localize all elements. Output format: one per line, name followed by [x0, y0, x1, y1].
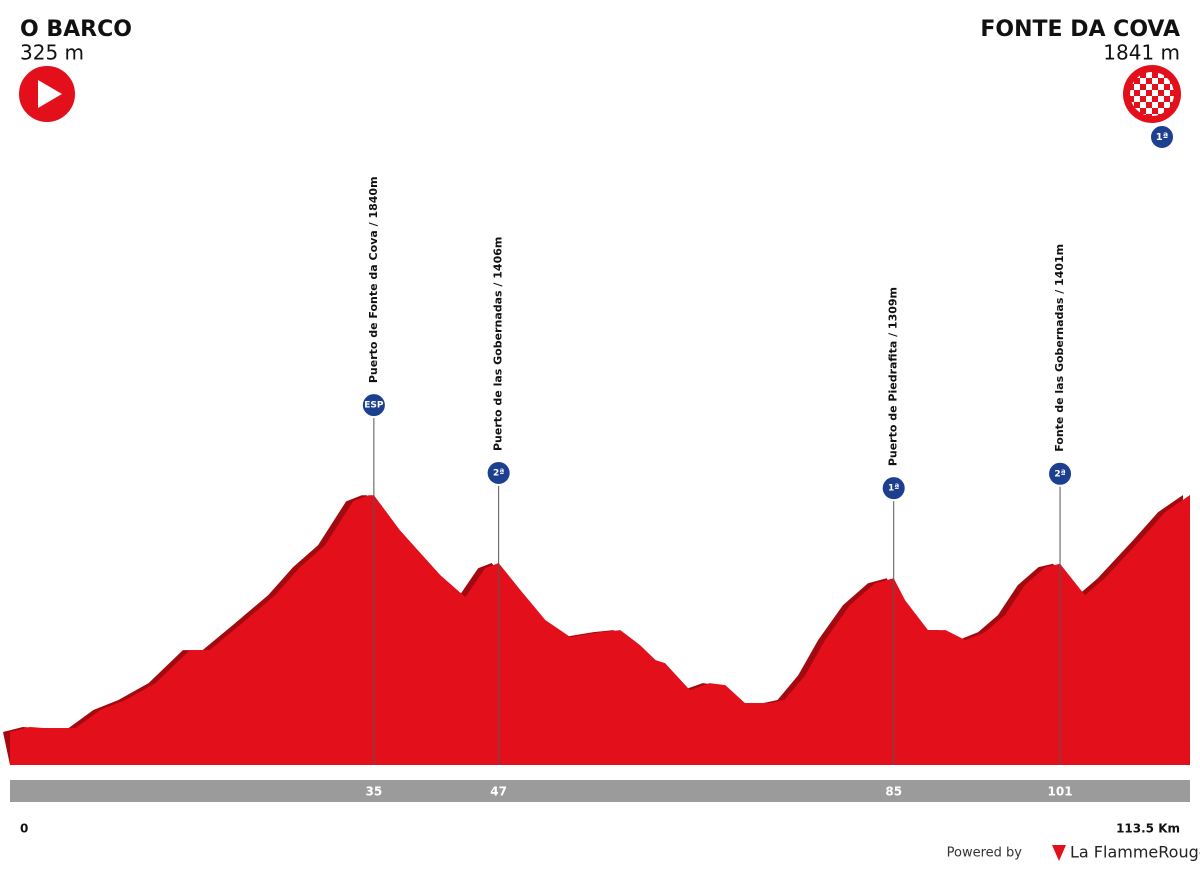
credit-brand: La FlammeRouge	[1070, 843, 1200, 862]
climb-km: 85	[885, 785, 902, 799]
finish-name: FONTE DA COVA	[980, 17, 1180, 42]
credit-logo	[1052, 845, 1066, 861]
climb-category: 2ª	[493, 469, 504, 479]
finish-elevation: 1841 m	[1103, 41, 1180, 65]
start-name: O BARCO	[20, 17, 132, 42]
climb-km: 35	[366, 785, 383, 799]
climb-label: Puerto de las Gobernadas / 1406m	[492, 237, 505, 451]
profile-area	[10, 495, 1190, 765]
credit-prefix: Powered by	[947, 846, 1023, 861]
finish-category-icon: 1ª	[1149, 124, 1175, 150]
x-tick-label: 113.5 Km	[1116, 822, 1180, 836]
start-elevation: 325 m	[20, 41, 84, 65]
start-icon	[17, 64, 77, 124]
climb-category: 1ª	[888, 484, 899, 494]
km-band	[10, 780, 1190, 802]
climb-icon: 1ª	[880, 475, 907, 502]
climb-km: 47	[490, 785, 507, 799]
climb-icon-circle	[360, 392, 387, 419]
finish-icon	[1123, 65, 1181, 123]
climb-label: Puerto de Fonte da Cova / 1840m	[367, 176, 380, 383]
climb-category: 2ª	[1054, 469, 1065, 479]
climb-icon: 2ª	[1047, 460, 1074, 487]
climb-label: Puerto de Piedrafita / 1309m	[887, 287, 900, 466]
climb-label: Fonte de las Gobernadas / 1401m	[1053, 244, 1066, 452]
climb-icon-circle	[880, 475, 907, 502]
x-tick-label: 0	[20, 822, 28, 836]
climb-icon: ESP	[360, 392, 387, 419]
climb-icon-circle	[1047, 460, 1074, 487]
finish-category: 1ª	[1156, 132, 1169, 143]
climb-icon: 2ª	[485, 460, 512, 487]
climb-category: ESP	[364, 401, 384, 411]
climb-icon-circle	[485, 460, 512, 487]
climb-km: 101	[1048, 785, 1073, 799]
